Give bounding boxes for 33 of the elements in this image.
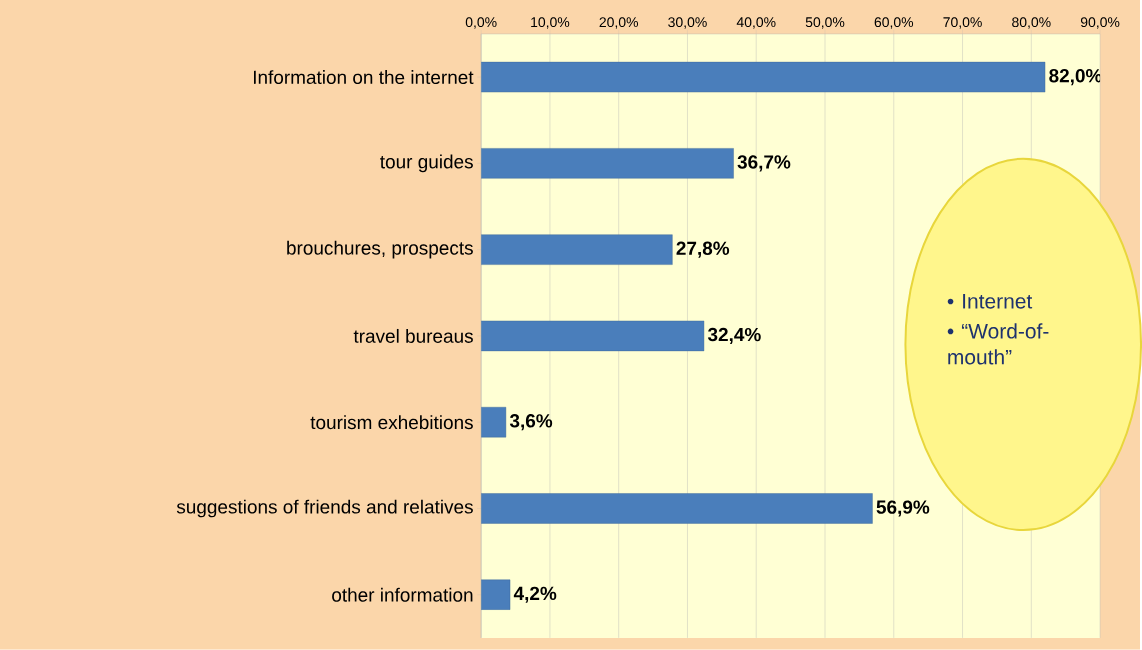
bar	[481, 407, 507, 438]
y-tick-label: other information	[332, 587, 473, 602]
bar	[481, 234, 673, 265]
x-tick-label: 60,0%	[874, 17, 914, 29]
data-label: 4,2%	[513, 586, 557, 603]
bar	[481, 320, 705, 352]
x-tick-label: 20,0%	[599, 17, 639, 29]
x-tick-label: 30,0%	[668, 17, 707, 29]
data-label: 27,8%	[676, 241, 730, 258]
y-tick-label: Information on the internet	[253, 70, 474, 85]
x-tick-label: 70,0%	[943, 17, 982, 29]
bar	[481, 579, 511, 610]
x-tick-label: 50,0%	[805, 17, 845, 29]
y-tick-label: brouchures, prospects	[287, 240, 473, 259]
x-tick-label: 10,0%	[531, 17, 570, 29]
y-tick-label: travel bureaus	[353, 329, 473, 343]
x-tick-label: 40,0%	[736, 17, 776, 29]
x-tick-label: 80,0%	[1012, 17, 1051, 29]
annotation: • Internet	[947, 294, 1033, 309]
bar	[481, 148, 734, 179]
x-tick-label: 90,0%	[1080, 17, 1120, 29]
data-label: 56,9%	[876, 500, 930, 517]
y-tick-label: tourism exhebitions	[310, 415, 473, 430]
y-tick-label: suggestions of friends and relatives	[176, 499, 473, 518]
annotation: • “Word-of-mouth”	[947, 323, 1049, 365]
bar	[481, 61, 1046, 93]
data-label: 36,7%	[737, 155, 791, 172]
data-label: 3,6%	[509, 414, 553, 431]
x-tick-label: 0,0%	[465, 17, 497, 29]
data-label: 82,0%	[1049, 69, 1102, 86]
data-label: 32,4%	[707, 327, 761, 345]
y-tick-label: tour guides	[380, 154, 473, 173]
bar	[481, 493, 873, 524]
